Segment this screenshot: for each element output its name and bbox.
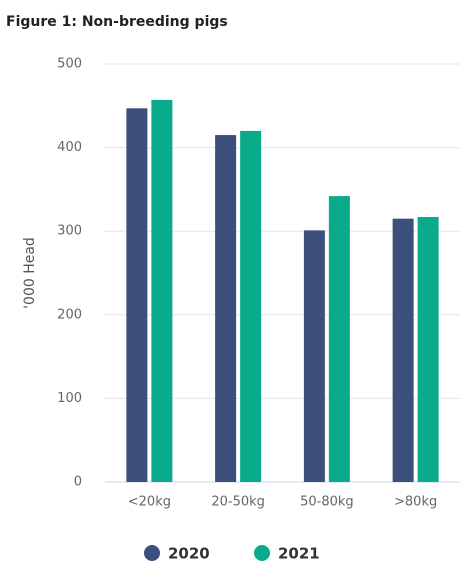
bar (126, 108, 148, 483)
y-axis-title: '000 Head (22, 237, 38, 309)
y-tick-label: 200 (57, 307, 82, 322)
bar (392, 218, 414, 482)
bar (215, 135, 237, 482)
x-tick-label: >80kg (394, 495, 437, 510)
x-tick-label: <20kg (128, 495, 171, 510)
chart-title: Figure 1: Non-breeding pigs (6, 14, 228, 30)
y-tick-label: 0 (74, 475, 82, 490)
y-tick-label: 400 (57, 140, 82, 155)
y-tick-label: 100 (57, 391, 82, 406)
y-tick-label: 500 (57, 57, 82, 72)
bar (303, 230, 325, 482)
legend-label: 2020 (168, 545, 210, 563)
legend-label: 2021 (278, 545, 320, 563)
bar (328, 196, 350, 482)
bar (240, 130, 262, 482)
x-tick-label: 50-80kg (300, 495, 354, 510)
bar (417, 216, 439, 482)
y-tick-label: 300 (57, 224, 82, 239)
x-tick-label: 20-50kg (211, 495, 265, 510)
bar (151, 99, 173, 482)
legend-marker (144, 545, 160, 561)
legend-marker (254, 545, 270, 561)
